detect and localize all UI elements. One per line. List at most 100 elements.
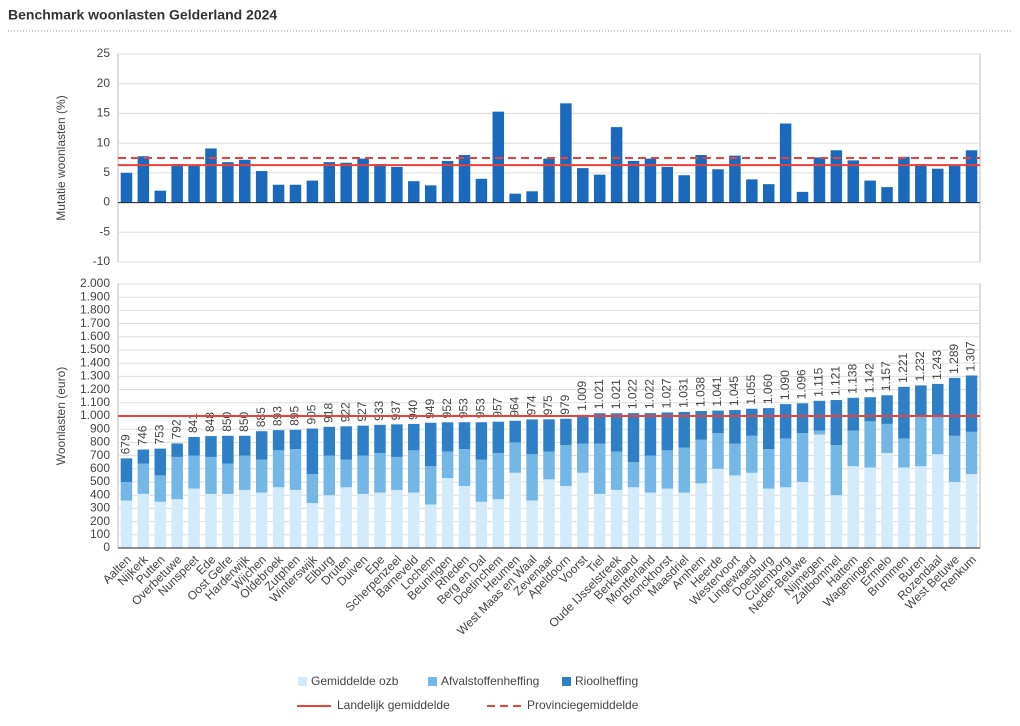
bar-segment: [171, 456, 183, 500]
bar-segment: [306, 428, 319, 475]
total-label: 957: [490, 397, 504, 417]
bar-segment: [509, 420, 521, 443]
bar-segment: [644, 413, 657, 456]
bar: [205, 148, 217, 203]
total-label: 1.243: [930, 350, 944, 380]
bar: [577, 168, 589, 203]
y-tick-label: 1.400: [80, 355, 110, 369]
bar-segment: [458, 449, 471, 486]
bar-segment: [458, 485, 471, 548]
bar-segment: [357, 425, 369, 456]
y-tick-label: 1.500: [80, 342, 110, 356]
y-tick-label: 1.700: [80, 316, 110, 330]
total-label: 746: [136, 425, 150, 445]
legend-label: Rioolheffing: [575, 674, 638, 688]
total-label: 1.289: [947, 343, 961, 373]
legend-label: Afvalstoffenheffing: [441, 674, 539, 688]
bar-segment: [222, 463, 234, 494]
bar: [222, 162, 234, 203]
y-tick-label: 1.900: [80, 289, 110, 303]
bar: [965, 150, 978, 203]
bar-segment: [323, 426, 336, 456]
bar-segment: [661, 488, 674, 548]
bar-segment: [137, 493, 150, 548]
total-label: 933: [372, 400, 386, 420]
bar: [813, 157, 826, 203]
total-label: 953: [474, 398, 488, 418]
bar-segment: [948, 435, 961, 482]
bar-segment: [188, 455, 200, 489]
total-label: 1.045: [727, 376, 741, 406]
bar-segment: [441, 478, 454, 548]
bar-segment: [492, 499, 505, 548]
bar-segment: [830, 495, 843, 548]
bar-segment: [864, 397, 876, 422]
bar-segment: [560, 485, 572, 548]
y-tick-label: 800: [90, 435, 110, 449]
bar-segment: [729, 443, 741, 476]
bar-segment: [577, 414, 589, 444]
total-label: 937: [389, 400, 403, 420]
bar-segment: [577, 443, 589, 473]
y-tick-label: 0: [103, 540, 110, 554]
bar-segment: [746, 408, 758, 436]
bar-segment: [374, 424, 386, 453]
page-title: Benchmark woonlasten Gelderland 2024: [8, 7, 277, 23]
bar-segment: [915, 385, 927, 416]
y-axis-label: Woonlasten (euro): [54, 367, 68, 466]
bar-segment: [881, 423, 893, 453]
y-tick-label: -10: [93, 254, 111, 268]
bar: [543, 158, 555, 203]
bar: [931, 168, 944, 203]
bar-segment: [120, 458, 133, 482]
total-label: 850: [237, 411, 251, 431]
bar-segment: [610, 451, 623, 490]
bar: [712, 169, 724, 203]
y-tick-label: 10: [97, 135, 111, 149]
bar: [441, 160, 454, 203]
bar-segment: [441, 451, 454, 479]
bar-segment: [712, 468, 724, 548]
bar-segment: [661, 412, 674, 451]
bar: [830, 150, 843, 203]
total-label: 1.041: [710, 376, 724, 406]
total-label: 1.031: [676, 378, 690, 408]
bar-segment: [965, 474, 978, 548]
bar-segment: [813, 434, 826, 548]
bar: [188, 165, 200, 203]
bar: [746, 179, 758, 203]
y-tick-label: 500: [90, 474, 110, 488]
bar-segment: [644, 492, 657, 548]
total-label: 1.055: [744, 374, 758, 404]
bar-segment: [931, 454, 944, 548]
bar-segment: [864, 421, 876, 468]
bar: [695, 155, 707, 203]
bar: [847, 160, 859, 203]
bar-segment: [137, 449, 150, 464]
y-tick-label: 200: [90, 514, 110, 528]
bar-segment: [357, 493, 369, 548]
y-axis-label: Mutatie woonlasten (%): [54, 95, 68, 220]
y-tick-label: 2.000: [80, 276, 110, 290]
bar-segment: [627, 487, 640, 548]
bar-segment: [729, 475, 741, 548]
legend-label: Gemiddelde ozb: [311, 674, 399, 688]
bar-segment: [762, 408, 775, 449]
legend-swatch: [562, 677, 571, 686]
bar-segment: [931, 417, 944, 455]
bar-segment: [593, 493, 606, 548]
total-label: 1.021: [592, 379, 606, 409]
bar: [526, 191, 538, 203]
bar-segment: [593, 443, 606, 494]
bar-segment: [678, 492, 690, 548]
bar-segment: [492, 452, 505, 500]
bar-segment: [931, 383, 944, 418]
bar: [171, 163, 183, 203]
bar-segment: [205, 456, 217, 494]
total-label: 1.121: [829, 366, 843, 396]
total-label: 1.221: [896, 352, 910, 382]
bar-segment: [475, 459, 488, 502]
y-tick-label: 900: [90, 421, 110, 435]
bar-segment: [526, 500, 538, 548]
